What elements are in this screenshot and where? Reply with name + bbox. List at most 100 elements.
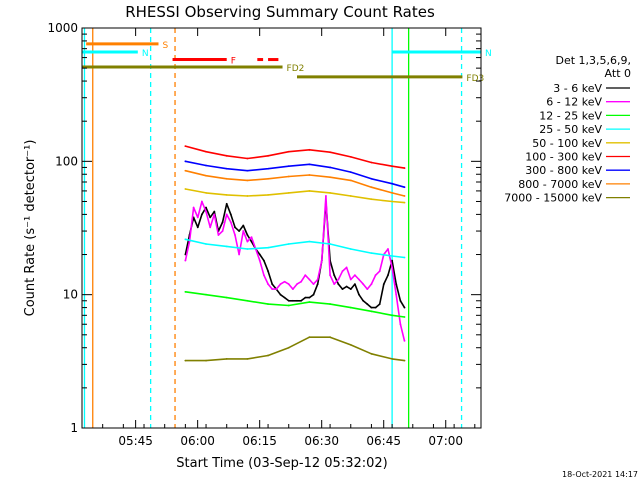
data-point-300-800-kev	[391, 182, 394, 185]
data-point-25-50-kev	[246, 248, 249, 250]
data-point-100-300-kev	[329, 151, 331, 154]
data-point-300-800-kev	[349, 171, 352, 174]
data-point-300-800-kev	[370, 177, 373, 180]
series-line-800-7000-kev	[185, 169, 405, 197]
legend-label-3-6-kev: 3 - 6 keV	[553, 82, 602, 95]
data-point-3-6-kev	[395, 283, 398, 286]
data-point-3-6-kev	[225, 202, 228, 205]
data-point-100-300-kev	[246, 157, 249, 160]
data-point-3-6-kev	[267, 270, 269, 273]
x-tick-label: 06:30	[304, 434, 339, 448]
data-point-300-800-kev	[225, 167, 228, 170]
legend-label-50-100-kev: 50 - 100 keV	[532, 137, 602, 150]
data-point-6-12-kev	[217, 234, 220, 236]
data-point-7000-15000-kev	[184, 359, 187, 362]
data-point-3-6-kev	[296, 299, 298, 302]
data-point-3-6-kev	[246, 234, 249, 236]
data-point-3-6-kev	[242, 224, 245, 227]
data-point-800-7000-kev	[246, 179, 249, 182]
data-point-3-6-kev	[370, 306, 373, 309]
series-line-6-12-kev	[184, 195, 406, 342]
data-point-25-50-kev	[370, 252, 373, 254]
data-point-7000-15000-kev	[403, 359, 406, 362]
data-point-3-6-kev	[221, 221, 224, 224]
y-axis-label: Count Rate (s⁻¹ detector⁻¹)	[23, 140, 38, 317]
x-tick-label: 07:00	[428, 434, 463, 448]
data-point-6-12-kev	[320, 259, 323, 262]
data-point-6-12-kev	[287, 283, 290, 286]
data-point-6-12-kev	[242, 230, 245, 232]
data-point-800-7000-kev	[287, 175, 290, 178]
data-point-3-6-kev	[316, 283, 319, 286]
data-point-300-800-kev	[205, 164, 207, 167]
data-point-6-12-kev	[267, 283, 269, 286]
data-point-3-6-kev	[238, 230, 241, 232]
data-point-6-12-kev	[209, 226, 212, 229]
data-point-12-25-kev	[403, 316, 406, 318]
flag-label-n: N	[142, 49, 149, 59]
data-point-6-12-kev	[391, 266, 394, 269]
data-point-100-300-kev	[267, 154, 269, 157]
data-point-12-25-kev	[391, 314, 394, 317]
data-point-800-7000-kev	[267, 177, 269, 180]
legend-header-line: Det 1,3,5,6,9,	[555, 54, 631, 67]
data-point-6-12-kev	[184, 259, 187, 262]
data-point-7000-15000-kev	[205, 359, 207, 362]
x-tick-label: 06:15	[242, 434, 277, 448]
data-point-300-800-kev	[184, 160, 187, 163]
data-point-7000-15000-kev	[225, 357, 228, 360]
legend-label-300-800-kev: 300 - 800 keV	[525, 164, 602, 177]
data-point-7000-15000-kev	[308, 336, 311, 339]
data-point-100-300-kev	[205, 150, 207, 153]
y-tick-label: 100	[55, 154, 78, 168]
plot-frame	[81, 27, 482, 429]
data-point-6-12-kev	[316, 278, 319, 281]
series-line-12-25-kev	[185, 291, 405, 318]
data-point-6-12-kev	[275, 288, 278, 291]
legend-label-6-12-kev: 6 - 12 keV	[546, 96, 602, 109]
series-line-50-100-kev	[185, 188, 405, 204]
data-point-3-6-kev	[229, 213, 232, 216]
data-point-6-12-kev	[229, 221, 232, 224]
data-point-12-25-kev	[205, 293, 207, 296]
data-point-6-12-kev	[201, 200, 203, 203]
data-point-6-12-kev	[378, 270, 381, 273]
data-point-6-12-kev	[250, 236, 253, 239]
data-point-300-800-kev	[329, 166, 331, 169]
data-point-6-12-kev	[221, 230, 224, 232]
data-point-25-50-kev	[329, 243, 331, 245]
data-point-3-6-kev	[213, 210, 216, 213]
data-point-3-6-kev	[205, 206, 207, 209]
data-point-6-12-kev	[246, 240, 249, 243]
data-point-800-7000-kev	[205, 174, 207, 177]
x-tick-label: 06:00	[180, 434, 215, 448]
data-point-12-25-kev	[349, 306, 352, 309]
data-point-6-12-kev	[399, 323, 402, 326]
data-point-3-6-kev	[378, 303, 381, 305]
data-point-6-12-kev	[225, 213, 228, 216]
data-point-100-300-kev	[287, 150, 290, 153]
legend-label-12-25-kev: 12 - 25 keV	[539, 109, 602, 122]
flag-label-n: N	[485, 49, 492, 59]
data-point-3-6-kev	[399, 299, 402, 302]
series-line-100-300-kev	[185, 145, 405, 169]
data-point-6-12-kev	[353, 274, 356, 277]
data-point-7000-15000-kev	[349, 344, 352, 346]
data-point-3-6-kev	[304, 296, 307, 299]
data-point-7000-15000-kev	[246, 357, 249, 360]
data-point-3-6-kev	[258, 253, 261, 256]
y-tick-label: 10	[63, 288, 78, 302]
data-point-3-6-kev	[366, 303, 369, 305]
data-point-3-6-kev	[250, 240, 253, 243]
data-point-6-12-kev	[395, 293, 398, 296]
data-point-6-12-kev	[196, 216, 199, 219]
flag-label-fd3: FD3	[466, 74, 484, 84]
legend-label-7000-15000-kev: 7000 - 15000 keV	[504, 192, 602, 205]
series-layer	[184, 145, 406, 362]
data-point-3-6-kev	[196, 226, 199, 229]
data-point-25-50-kev	[349, 248, 352, 250]
data-point-6-12-kev	[337, 278, 340, 281]
data-point-800-7000-kev	[349, 179, 352, 182]
data-point-800-7000-kev	[225, 177, 228, 180]
